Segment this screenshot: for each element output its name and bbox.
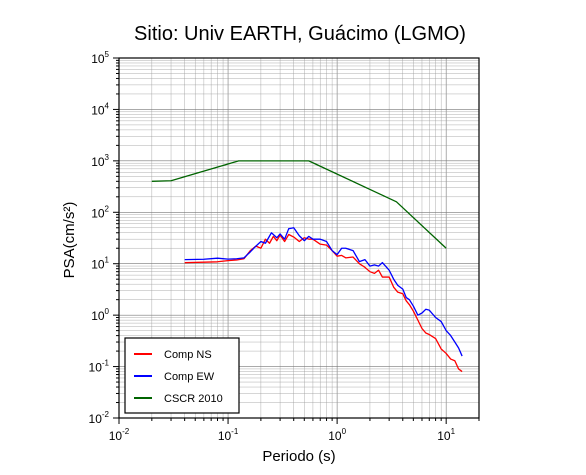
legend-label: Comp EW [164,371,215,383]
series-line-comp-ew [184,227,463,357]
y-tick-label: 101 [91,256,109,272]
series-layer [151,160,463,373]
x-axis-label: Periodo (s) [262,448,335,465]
x-tick-label: 101 [437,427,455,443]
legend-label: CSCR 2010 [164,393,223,405]
y-tick-label: 103 [91,153,109,169]
legend: Comp NS Comp EW CSCR 2010 [124,337,240,414]
series-line-cscr-2010 [151,160,447,249]
y-axis-label: PSA(cm/s²) [61,202,78,279]
y-tick-label: 105 [91,50,109,66]
y-tick-label: 104 [91,101,109,117]
y-tick-label: 102 [91,204,109,220]
ticks: 10-2 10-1 100 101 10-2 10-1 100 101 102 103 104 105 [89,50,480,443]
chart-title: Sitio: Univ EARTH, Guácimo (LGMO) [134,23,466,45]
plot-frame [118,57,480,419]
y-tick-label: 10-1 [89,359,110,375]
y-tick-label: 10-2 [89,410,110,426]
x-tick-label: 10-1 [218,427,239,443]
series-line-comp-ns [184,233,463,373]
x-tick-label: 100 [328,427,346,443]
legend-label: Comp NS [164,349,212,361]
legend-items: Comp NS Comp EW CSCR 2010 [134,349,223,405]
y-tick-label: 100 [91,307,109,323]
x-tick-label: 10-2 [109,427,130,443]
